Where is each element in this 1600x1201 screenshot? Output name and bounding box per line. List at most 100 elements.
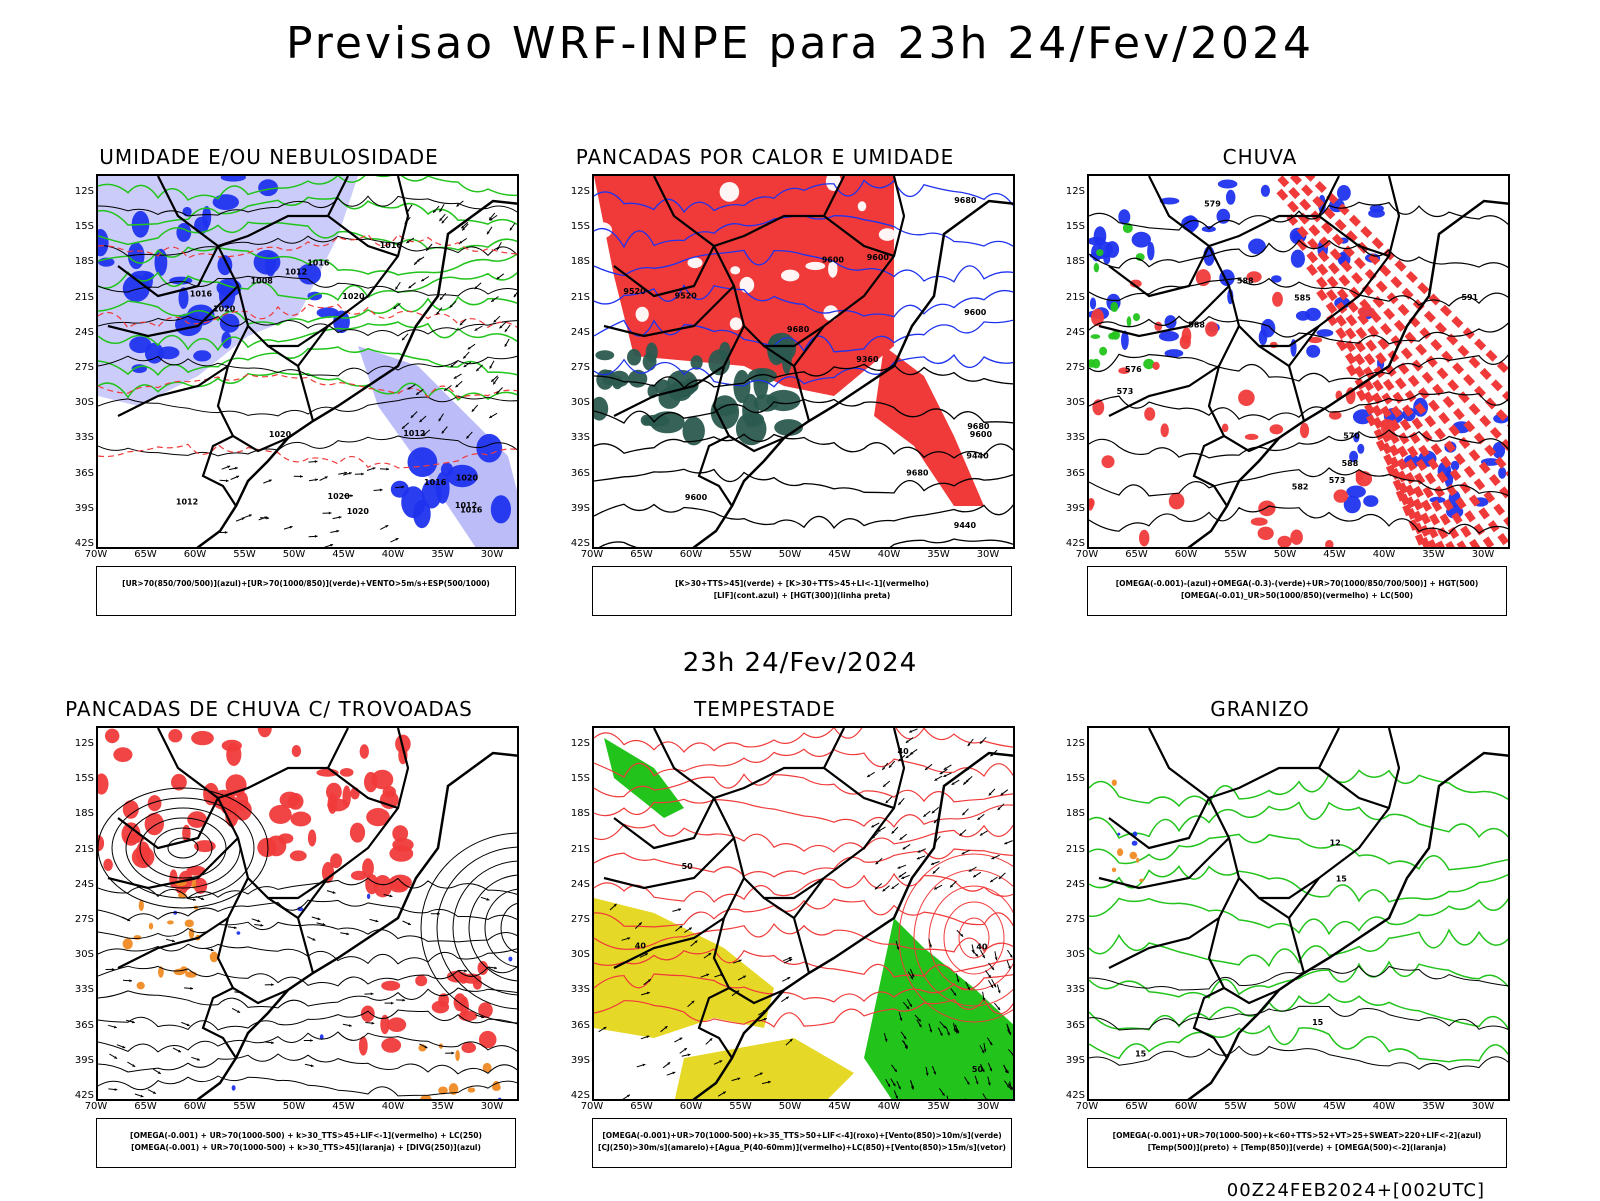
contour-label: 1020	[456, 474, 479, 483]
latitude-label: 33S	[550, 984, 590, 995]
longitude-label: 35W	[1414, 549, 1454, 560]
latitude-label: 30S	[1045, 397, 1085, 408]
shower-area	[210, 952, 218, 963]
longitude-label: 65W	[1117, 1101, 1157, 1112]
longitude-label: 45W	[1315, 1101, 1355, 1112]
latitude-label: 30S	[550, 397, 590, 408]
omega-area	[1139, 879, 1144, 882]
precip-cell	[1272, 292, 1283, 307]
latitude-label: 36S	[1045, 1020, 1085, 1031]
wind-arrow	[129, 979, 132, 982]
longitude-label: 70W	[76, 1101, 116, 1112]
clear-gap	[636, 307, 649, 322]
temperature-850-contour	[1089, 866, 1510, 901]
latitude-label: 12S	[1045, 738, 1085, 749]
latitude-label: 39S	[54, 503, 94, 514]
precip-cell	[1153, 362, 1160, 370]
precipitable-water-contour	[594, 849, 1015, 877]
rain-area	[1261, 185, 1270, 197]
clear-gap	[730, 266, 740, 274]
contour-label: 9600	[970, 430, 993, 439]
contour-label: 582	[1292, 483, 1309, 492]
contour-label: 1020	[347, 507, 370, 516]
precip-cell	[1270, 424, 1284, 434]
map-svg: 1016101210161020102010201012101610201016…	[98, 176, 519, 549]
panel-title: PANCADAS DE CHUVA C/ TROVOADAS	[29, 697, 509, 721]
contour-label: 1016	[380, 241, 403, 250]
thunderstorm-area	[113, 747, 132, 762]
contour-label: 9600	[867, 253, 890, 262]
state-border	[1109, 918, 1219, 968]
latitude-label: 30S	[54, 949, 94, 960]
legend-line: [CJ(250)>30m/s](amarelo)+[Agua_P(40-60mm…	[593, 1142, 1011, 1154]
longitude-label: 60W	[671, 1101, 711, 1112]
legend-line: [UR>70(850/700/500)](azul)+[UR>70(1000/8…	[97, 578, 515, 590]
contour-label: 50	[682, 862, 694, 871]
contour-label: 50	[972, 1065, 984, 1074]
contour-label: 1020	[342, 292, 365, 301]
contour-label: 1012	[285, 267, 307, 276]
latitude-label: 21S	[54, 844, 94, 855]
state-border	[218, 878, 288, 1003]
longitude-label: 60W	[671, 549, 711, 560]
latitude-label: 24S	[1045, 879, 1085, 890]
longitude-label: 50W	[770, 549, 810, 560]
longitude-label: 50W	[274, 1101, 314, 1112]
latitude-label: 21S	[550, 844, 590, 855]
wind-arrow	[225, 531, 228, 534]
legend-line: [Temp(500)](preto) + [Temp(850)](verde) …	[1088, 1142, 1506, 1154]
contour-label: 1016	[307, 259, 330, 268]
precip-cell	[1245, 434, 1259, 440]
wind-vector	[1013, 1088, 1015, 1097]
humidity-cell	[220, 314, 240, 333]
state-border	[1289, 918, 1304, 973]
thunderstorm-area	[168, 729, 182, 742]
thunderstorm-area	[222, 740, 242, 752]
heat-humidity-area	[733, 370, 750, 403]
latitude-label: 27S	[1045, 914, 1085, 925]
precip-cell	[1300, 423, 1309, 438]
contour-label: 40	[976, 943, 988, 952]
shower-area	[174, 969, 185, 976]
thunderstorm-area	[360, 744, 369, 759]
precip-cell	[1238, 390, 1255, 406]
thunderstorm-area	[290, 812, 311, 827]
latitude-label: 21S	[1045, 292, 1085, 303]
humidity-cell	[408, 447, 438, 477]
divergence-dot	[237, 931, 241, 935]
rain-area	[1218, 180, 1238, 189]
thunderstorm-area	[415, 975, 427, 986]
latitude-label: 39S	[54, 1055, 94, 1066]
rain-area	[1226, 190, 1236, 205]
rain-area	[1370, 205, 1384, 213]
latitude-label: 18S	[1045, 256, 1085, 267]
latitude-label: 36S	[1045, 468, 1085, 479]
longitude-label: 50W	[770, 1101, 810, 1112]
thunderstorm-area	[326, 783, 342, 801]
precip-cell	[1251, 518, 1268, 526]
omega-area	[1112, 780, 1117, 786]
rain-area	[1357, 444, 1364, 454]
precip-cell	[1180, 335, 1191, 350]
thunderstorm-area	[340, 768, 354, 777]
wind-arrow	[452, 1052, 455, 1055]
panel-trovoadas: PANCADAS DE CHUVA C/ TROVOADAS [OMEGA(-0…	[29, 697, 509, 1177]
divergence-dot	[508, 957, 512, 962]
rain-area	[1498, 467, 1506, 479]
latitude-label: 15S	[54, 773, 94, 784]
longitude-label: 30W	[968, 1101, 1008, 1112]
thunderstorm-area	[432, 1001, 449, 1014]
panel-legend: [OMEGA(-0.001) + UR>70(1000-500) + k>30_…	[96, 1118, 516, 1168]
rain-area	[1306, 345, 1320, 358]
contour-label: 9360	[856, 355, 879, 364]
contour-label: 9600	[685, 493, 708, 502]
precip-cell	[1139, 530, 1149, 547]
panel-legend: [OMEGA(-0.001)+UR>70(1000-500)+k<60+TTS>…	[1087, 1118, 1507, 1168]
contour-label: 40	[898, 747, 910, 756]
